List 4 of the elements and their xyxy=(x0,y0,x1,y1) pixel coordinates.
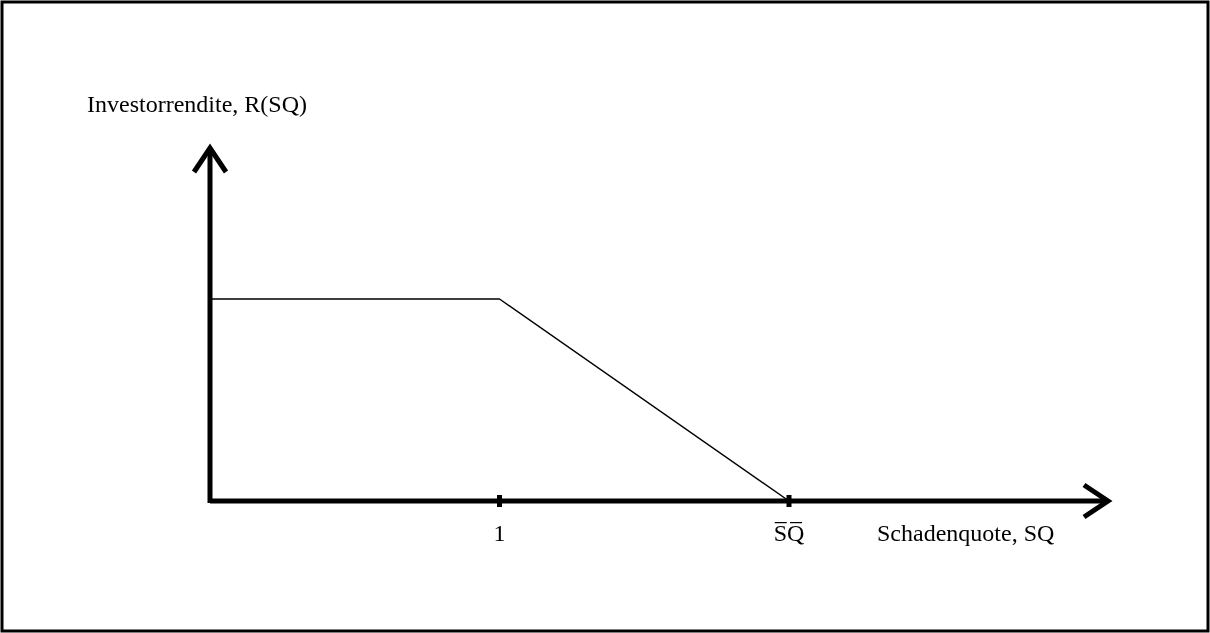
text: Investorrendite, R(SQ) xyxy=(87,91,307,117)
x-tick-label: 1 xyxy=(493,520,506,546)
x-tick-label: S̅Q̅ xyxy=(773,520,805,546)
x-axis-title: Schadenquote, SQ xyxy=(877,520,1055,546)
